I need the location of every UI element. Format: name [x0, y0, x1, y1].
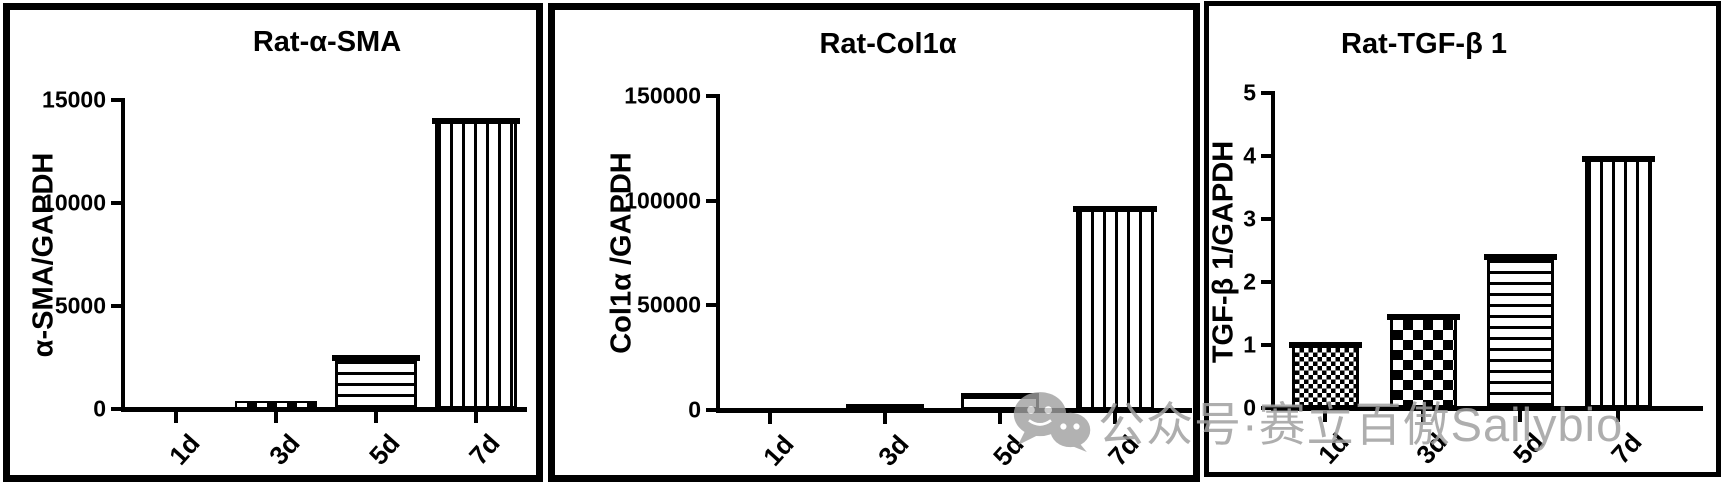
x-tick: [1518, 411, 1522, 422]
y-tick: [111, 304, 121, 308]
chart3-title: Rat-TGF-β 1: [1341, 28, 1507, 60]
y-tick-label: 15000: [42, 86, 106, 113]
bar-3d: [1386, 313, 1460, 408]
y-tick: [706, 408, 716, 412]
bar-top-cap: [1073, 206, 1157, 213]
y-tick: [1261, 343, 1271, 347]
x-tick: [883, 413, 887, 424]
y-tick-label: 0: [688, 396, 701, 423]
bar-7d: [1073, 206, 1157, 410]
bar-3d: [846, 404, 924, 410]
bar-7d: [1581, 156, 1655, 408]
bar-top-cap: [332, 354, 420, 361]
x-tick: [374, 412, 378, 423]
y-tick-label: 5: [1243, 79, 1256, 106]
chart2-y-axis: [716, 94, 720, 413]
x-tick: [768, 413, 772, 424]
y-tick-label: 50000: [637, 291, 701, 318]
chart3-x-axis: [1271, 406, 1703, 411]
x-tick: [474, 412, 478, 423]
y-tick-label: 0: [1243, 394, 1256, 421]
y-tick: [706, 303, 716, 308]
y-tick-label: 2: [1243, 268, 1256, 295]
y-tick: [706, 198, 716, 203]
x-tick: [1323, 411, 1327, 422]
y-tick: [111, 98, 121, 102]
chart2-title: Rat-Col1α: [819, 28, 957, 60]
chart1-y-axis-label: α-SMA/GAPDH: [27, 152, 60, 358]
y-tick-label: 1: [1243, 331, 1256, 358]
bar-1d: [1288, 342, 1362, 408]
y-tick: [1261, 280, 1271, 284]
chart2-y-axis-label: Col1α /GAPDH: [605, 152, 638, 354]
chart3-y-axis: [1271, 91, 1275, 411]
y-tick-label: 4: [1243, 142, 1256, 169]
y-tick: [1261, 154, 1271, 158]
bar-5d: [961, 393, 1039, 410]
y-tick-label: 150000: [624, 82, 701, 109]
x-tick: [1616, 411, 1620, 422]
chart1-x-axis: [121, 407, 527, 412]
y-tick-label: 100000: [624, 187, 701, 214]
y-tick: [111, 407, 121, 411]
bar-5d: [332, 354, 420, 409]
bar-top-cap: [1288, 342, 1362, 348]
x-tick: [174, 412, 178, 423]
y-tick-label: 10000: [42, 189, 106, 216]
chart1-title: Rat-α-SMA: [252, 26, 402, 58]
y-tick-label: 3: [1243, 205, 1256, 232]
y-tick: [1261, 406, 1271, 410]
chart1-y-axis: [121, 98, 125, 412]
y-tick-label: 5000: [54, 292, 106, 319]
x-tick: [998, 413, 1002, 424]
x-tick: [274, 412, 278, 423]
bar-top-cap: [432, 117, 520, 124]
x-tick: [1113, 413, 1117, 424]
x-tick: [1421, 411, 1425, 422]
bar-5d: [1483, 253, 1557, 408]
bar-7d: [432, 117, 520, 409]
y-tick: [111, 201, 121, 205]
bar-top-cap: [1386, 313, 1460, 320]
chart3-y-axis-label: TGF-β 1/GAPDH: [1207, 140, 1240, 364]
bar-top-cap: [1581, 156, 1655, 163]
y-tick: [706, 94, 716, 98]
y-tick: [1261, 91, 1271, 95]
y-tick: [1261, 217, 1271, 221]
y-tick-label: 0: [93, 395, 106, 422]
bar-3d: [235, 400, 317, 409]
chart2-x-axis: [716, 408, 1192, 413]
bar-top-cap: [1483, 253, 1557, 260]
